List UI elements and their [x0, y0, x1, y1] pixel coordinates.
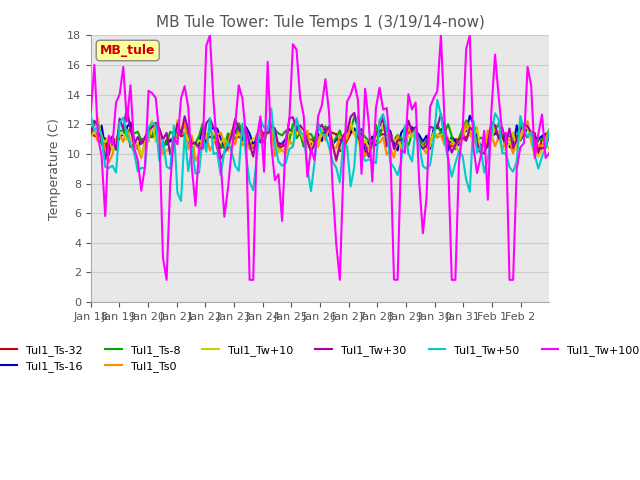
Legend: Tul1_Ts-32, Tul1_Ts-16, Tul1_Ts-8, Tul1_Ts0, Tul1_Tw+10, Tul1_Tw+30, Tul1_Tw+50,: Tul1_Ts-32, Tul1_Ts-16, Tul1_Ts-8, Tul1_…: [0, 340, 640, 376]
Text: MB_tule: MB_tule: [100, 44, 156, 57]
Y-axis label: Temperature (C): Temperature (C): [49, 118, 61, 220]
Title: MB Tule Tower: Tule Temps 1 (3/19/14-now): MB Tule Tower: Tule Temps 1 (3/19/14-now…: [156, 15, 484, 30]
